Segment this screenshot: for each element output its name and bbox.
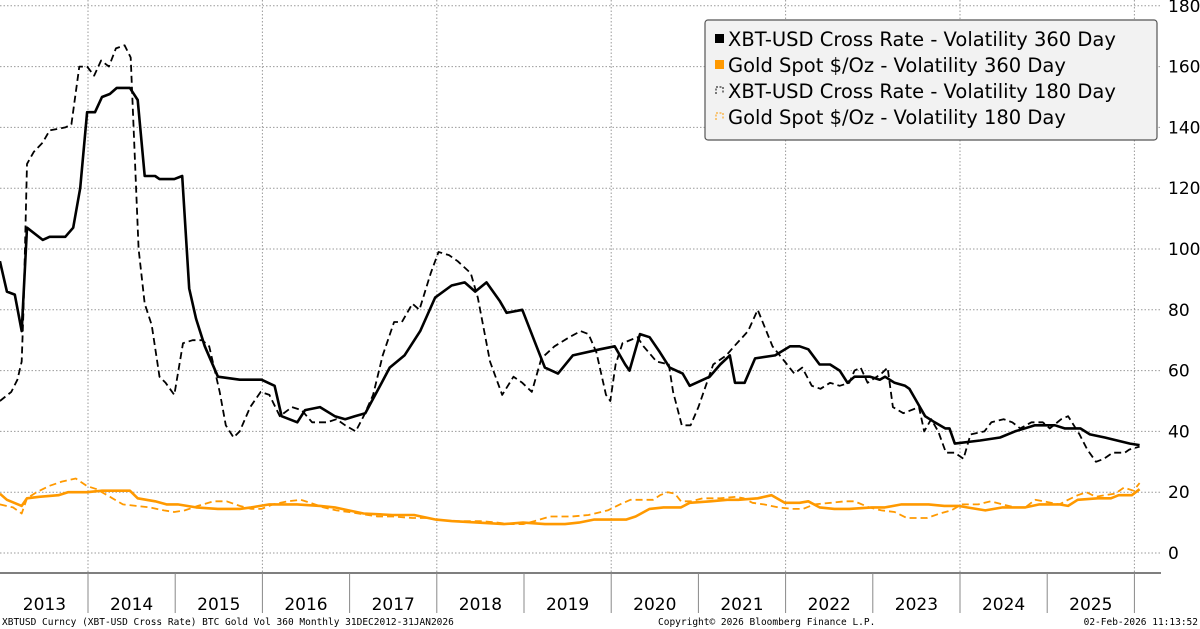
x-tick-label: 2022 (808, 595, 851, 615)
legend-item-btc-180: XBT-USD Cross Rate - Volatility 180 Day (715, 80, 1116, 103)
legend-label-gold-180: Gold Spot $/Oz - Volatility 180 Day (728, 106, 1066, 129)
y-tick-label: 160 (1168, 58, 1200, 78)
legend-box (704, 19, 1158, 141)
legend-swatch-gold-360 (715, 60, 724, 69)
legend-label-gold-360: Gold Spot $/Oz - Volatility 360 Day (728, 54, 1066, 77)
y-tick-label: 20 (1168, 483, 1190, 503)
legend-item-gold-180: Gold Spot $/Oz - Volatility 180 Day (715, 106, 1066, 129)
x-tick-label: 2016 (284, 595, 327, 615)
legend-swatch-gold-180 (715, 112, 724, 120)
y-tick-label: 100 (1168, 240, 1200, 260)
x-tick-label: 2019 (546, 595, 589, 615)
legend-label-btc-360: XBT-USD Cross Rate - Volatility 360 Day (728, 28, 1116, 51)
footer: XBTUSD Curncy (XBT-USD Cross Rate) BTC G… (2, 617, 1198, 628)
legend-item-gold-360: Gold Spot $/Oz - Volatility 360 Day (715, 54, 1066, 77)
footer-timestamp: 02-Feb-2026 11:13:52 (1084, 617, 1198, 628)
axes: 0 20 40 60 80 100 120 140 160 180 2013 2014 2015 2016… (0, 0, 1200, 615)
line-btc-vol-180 (0, 44, 1140, 463)
x-tick-label: 2025 (1069, 595, 1112, 615)
x-tick-label: 2013 (23, 595, 66, 615)
y-tick-label: 120 (1168, 179, 1200, 199)
legend-item-btc-360: XBT-USD Cross Rate - Volatility 360 Day (715, 28, 1116, 51)
y-tick-label: 80 (1168, 301, 1190, 321)
x-tick-label: 2023 (895, 595, 938, 615)
line-btc-vol-360 (0, 86, 1140, 447)
series-group (0, 44, 1141, 526)
x-tick-label: 2021 (720, 595, 763, 615)
y-tick-label: 60 (1168, 362, 1190, 382)
line-gold-vol-180 (0, 477, 1141, 525)
footer-source: XBTUSD Curncy (XBT-USD Cross Rate) BTC G… (2, 617, 454, 628)
y-tick-label: 0 (1168, 544, 1179, 564)
y-tick-label: 140 (1168, 118, 1200, 138)
footer-copyright: Copyright© 2026 Bloomberg Finance L.P. (658, 617, 875, 628)
x-tick-label: 2014 (110, 595, 153, 615)
legend: XBT-USD Cross Rate - Volatility 360 Day … (704, 19, 1158, 141)
x-tick-label: 2020 (633, 595, 676, 615)
x-tick-label: 2018 (459, 595, 502, 615)
x-tick-label: 2017 (372, 595, 415, 615)
x-tick-label: 2024 (982, 595, 1025, 615)
y-tick-label: 40 (1168, 422, 1190, 442)
legend-swatch-btc-360 (715, 34, 724, 43)
legend-swatch-btc-180 (715, 86, 724, 94)
line-gold-vol-360 (0, 488, 1141, 526)
x-tick-label: 2015 (197, 595, 240, 615)
legend-label-btc-180: XBT-USD Cross Rate - Volatility 180 Day (728, 80, 1116, 103)
y-tick-label: 180 (1168, 0, 1200, 17)
